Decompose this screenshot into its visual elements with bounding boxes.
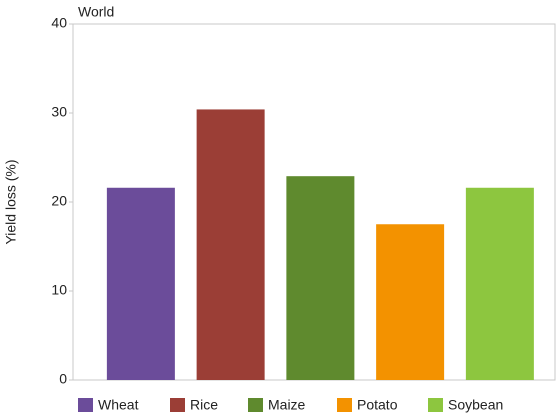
legend-swatch xyxy=(248,398,263,412)
legend-swatch xyxy=(78,398,93,412)
y-axis-label: Yield loss (%) xyxy=(3,159,19,244)
legend-swatch xyxy=(170,398,185,412)
y-tick-label: 30 xyxy=(51,104,67,120)
chart-title: World xyxy=(78,4,114,20)
legend-swatch xyxy=(337,398,352,412)
bar xyxy=(106,187,175,380)
legend-label: Soybean xyxy=(448,397,503,413)
legend-label: Maize xyxy=(268,397,306,413)
legend-label: Rice xyxy=(190,397,218,413)
bar xyxy=(465,187,534,380)
bar xyxy=(286,176,355,380)
y-tick-label: 20 xyxy=(51,193,67,209)
bar xyxy=(196,109,265,380)
y-tick-label: 40 xyxy=(51,15,67,31)
bar xyxy=(376,224,445,380)
y-tick-label: 10 xyxy=(51,282,67,298)
y-tick-label: 0 xyxy=(59,371,67,387)
legend-swatch xyxy=(428,398,443,412)
legend-label: Potato xyxy=(357,397,398,413)
legend-label: Wheat xyxy=(98,397,139,413)
